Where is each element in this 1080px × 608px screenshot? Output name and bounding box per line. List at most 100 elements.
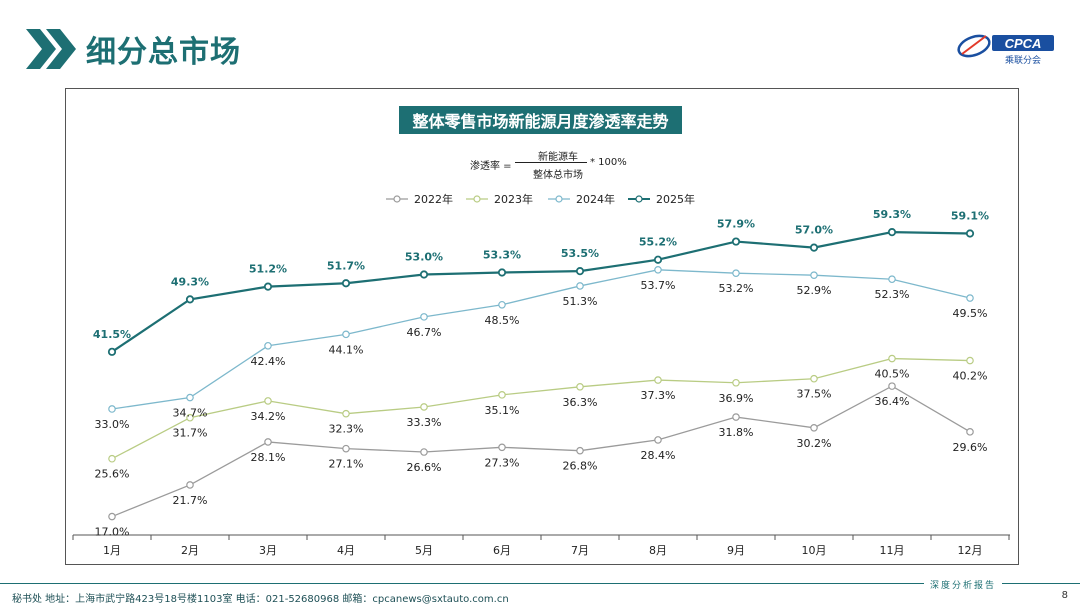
data-point <box>264 438 272 446</box>
x-tick-label: 1月 <box>103 544 121 557</box>
data-point <box>341 279 351 288</box>
data-point <box>108 405 116 413</box>
data-label: 28.4% <box>641 449 676 462</box>
data-point <box>185 295 195 304</box>
formula-denominator: 整体总市场 <box>533 170 583 181</box>
legend-marker <box>393 195 401 203</box>
data-point <box>810 374 818 383</box>
data-point <box>497 268 507 277</box>
footer-contact: 秘书处 地址：上海市武宁路423号18号楼1103室 电话：021-526809… <box>12 594 509 605</box>
cpca-logo: CPCA 乘联分会 <box>957 34 1054 66</box>
data-point <box>420 448 428 456</box>
data-point <box>420 403 428 411</box>
data-point <box>966 428 974 436</box>
page-title: 细分总市场 <box>86 35 241 70</box>
double-chevron-icon <box>26 29 76 69</box>
footer-report-label: 深度分析报告 <box>924 578 1003 591</box>
data-point <box>732 378 740 387</box>
data-label: 53.2% <box>719 282 754 295</box>
data-label: 46.7% <box>407 326 442 339</box>
data-point <box>654 266 662 274</box>
formula-fraction-bar <box>515 162 587 163</box>
legend-label: 2025年 <box>656 192 695 206</box>
data-point <box>966 294 974 302</box>
data-point <box>654 436 662 444</box>
legend-label: 2023年 <box>494 192 533 206</box>
data-label: 33.0% <box>95 418 130 431</box>
data-label: 33.3% <box>407 416 442 429</box>
data-point <box>653 255 663 264</box>
data-label: 30.2% <box>797 437 832 450</box>
x-tick-label: 5月 <box>415 544 433 557</box>
x-tick-label: 7月 <box>571 544 589 557</box>
data-label: 51.3% <box>563 295 598 308</box>
data-point <box>654 376 662 384</box>
logo-text: CPCA <box>1005 36 1042 51</box>
data-label: 53.7% <box>641 279 676 292</box>
x-tick-label: 2月 <box>181 544 199 557</box>
formula-numerator: 新能源车 <box>538 152 578 163</box>
data-label: 48.5% <box>485 314 520 327</box>
logo-subtext: 乘联分会 <box>1005 54 1041 66</box>
data-point <box>965 229 975 238</box>
data-label: 59.1% <box>951 209 989 222</box>
page-header: 细分总市场 <box>26 24 241 74</box>
x-tick-label: 3月 <box>259 544 277 557</box>
data-point <box>887 228 897 237</box>
footer-divider <box>0 583 1080 584</box>
data-point <box>186 413 194 422</box>
data-point <box>888 275 896 284</box>
legend-label: 2022年 <box>414 192 453 206</box>
data-point <box>419 270 429 279</box>
data-point <box>420 313 428 321</box>
x-tick-label: 9月 <box>727 544 745 557</box>
x-tick-label: 8月 <box>649 544 667 557</box>
legend-marker <box>473 195 481 203</box>
data-point <box>810 424 818 432</box>
data-point <box>732 269 740 277</box>
data-label: 40.2% <box>953 370 988 383</box>
formula-multiplier: * 100% <box>590 157 627 168</box>
data-point <box>498 443 506 452</box>
data-label: 36.4% <box>875 395 910 408</box>
data-point <box>264 341 272 350</box>
data-label: 34.2% <box>251 410 286 423</box>
data-point <box>108 454 116 463</box>
data-point <box>342 444 350 453</box>
data-label: 40.5% <box>875 368 910 381</box>
data-label: 21.7% <box>173 494 208 507</box>
x-tick-label: 11月 <box>880 544 905 557</box>
data-point <box>888 382 896 390</box>
data-label: 52.3% <box>875 288 910 301</box>
series-line <box>111 357 971 460</box>
legend-marker <box>635 195 643 203</box>
data-label: 36.3% <box>563 396 598 409</box>
data-point <box>576 446 584 455</box>
data-label: 26.6% <box>407 461 442 474</box>
data-label: 53.0% <box>405 251 443 264</box>
data-label: 31.8% <box>719 426 754 439</box>
data-point <box>186 393 194 402</box>
data-point <box>576 382 584 391</box>
data-point <box>342 409 350 418</box>
data-point <box>966 356 974 365</box>
data-label: 49.5% <box>953 307 988 320</box>
formula-left: 渗透率 = <box>470 161 512 172</box>
data-point <box>342 330 350 339</box>
data-label: 27.1% <box>329 458 364 471</box>
data-point <box>263 282 273 291</box>
data-label: 41.5% <box>93 328 131 341</box>
data-label: 53.5% <box>561 247 599 260</box>
data-label: 37.5% <box>797 388 832 401</box>
data-point <box>576 282 584 290</box>
x-tick-label: 12月 <box>958 544 983 557</box>
x-tick-label: 10月 <box>802 544 827 557</box>
data-label: 52.9% <box>797 284 832 297</box>
x-tick-label: 4月 <box>337 544 355 557</box>
data-label: 27.3% <box>485 456 520 469</box>
data-label: 57.9% <box>717 218 755 231</box>
data-label: 49.3% <box>171 275 209 288</box>
data-label: 59.3% <box>873 208 911 221</box>
data-point <box>809 243 819 252</box>
series-line <box>111 269 971 410</box>
